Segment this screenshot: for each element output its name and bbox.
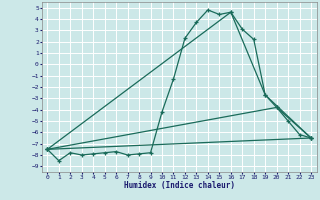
X-axis label: Humidex (Indice chaleur): Humidex (Indice chaleur) bbox=[124, 181, 235, 190]
